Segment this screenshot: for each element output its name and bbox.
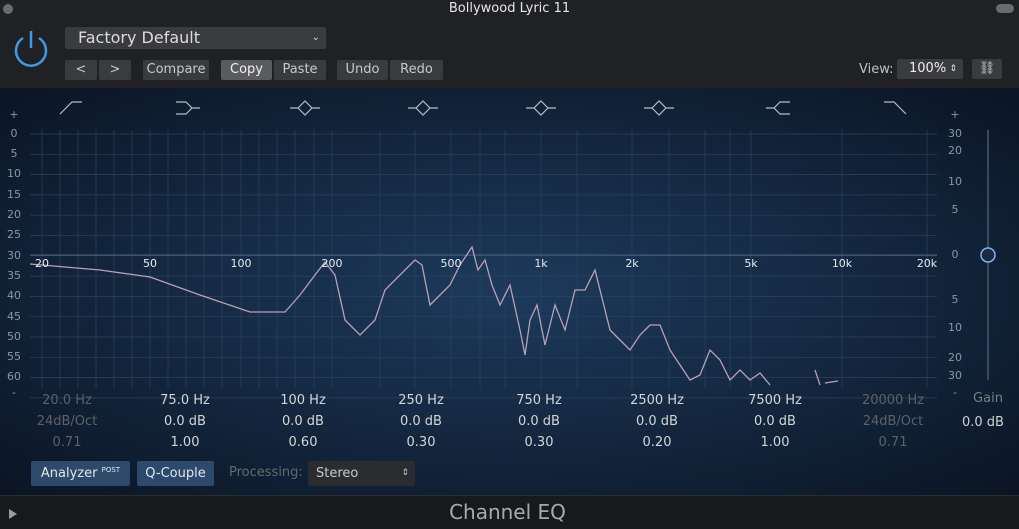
left-scale-label: 45	[7, 310, 21, 323]
left-scale-label: 10	[7, 167, 21, 180]
right-scale-label: -	[953, 386, 957, 399]
band-q[interactable]: 0.71	[878, 435, 908, 450]
link-button[interactable]: ⛓	[972, 59, 1002, 79]
band-q[interactable]: 1.00	[760, 435, 790, 450]
left-scale-label: 0	[11, 127, 18, 140]
band-frequency[interactable]: 750 Hz	[516, 393, 562, 408]
frequency-label: 500	[441, 257, 462, 270]
left-scale-label: 15	[7, 188, 21, 201]
paste-button[interactable]: Paste	[274, 60, 326, 80]
analyzer-curve-tail	[814, 369, 839, 386]
copy-button[interactable]: Copy	[221, 60, 272, 80]
band-gain[interactable]: 0.0 dB	[400, 414, 442, 429]
right-scale-label: 5	[952, 203, 959, 216]
band-icons	[59, 100, 907, 116]
window-dot[interactable]	[3, 4, 13, 14]
view-menu[interactable]: 100% ⇕	[897, 59, 963, 79]
compare-button[interactable]: Compare	[143, 60, 209, 80]
eq-display: +051015202530354045505560-+3020105051020…	[0, 88, 1019, 495]
next-button[interactable]: >	[99, 60, 131, 80]
left-scale-label: 30	[7, 249, 21, 262]
band-frequency[interactable]: 20.0 Hz	[42, 393, 92, 408]
band-gain[interactable]: 0.0 dB	[754, 414, 796, 429]
right-scale-label: 0	[952, 248, 959, 261]
processing-value: Stereo	[316, 466, 359, 481]
band-frequency[interactable]: 2500 Hz	[630, 393, 684, 408]
processing-label: Processing:	[229, 465, 303, 480]
view-value: 100%	[909, 61, 947, 76]
frequency-label: 1k	[534, 257, 548, 270]
footer-bar	[0, 495, 1019, 529]
left-scale-label: 50	[7, 330, 21, 343]
frequency-label: 200	[322, 257, 343, 270]
prev-button[interactable]: <	[65, 60, 97, 80]
q-couple-button[interactable]: Q-Couple	[137, 461, 214, 486]
analyzer-button[interactable]: Analyzer POST	[31, 461, 130, 486]
band-q[interactable]: 0.20	[642, 435, 672, 450]
power-button[interactable]	[12, 28, 50, 68]
left-scale-label: 5	[11, 147, 18, 160]
processing-menu[interactable]: Stereo ⇕	[308, 461, 415, 486]
frequency-label: 100	[231, 257, 252, 270]
preset-name: Factory Default	[78, 28, 200, 47]
band-frequency[interactable]: 20000 Hz	[861, 393, 925, 408]
frequency-label: 50	[143, 257, 157, 270]
display-background	[0, 88, 1019, 495]
right-scale-label: 30	[948, 127, 962, 140]
gain-value: 0.0 dB	[962, 415, 1004, 430]
left-scale-label: +	[9, 108, 18, 121]
band-q[interactable]: 0.30	[524, 435, 554, 450]
window-title: Bollywood Lyric 11	[448, 1, 571, 16]
frequency-label: 20	[35, 257, 49, 270]
view-label: View:	[859, 62, 894, 77]
left-scale-label: 35	[7, 269, 21, 282]
band-frequency[interactable]: 250 Hz	[398, 393, 444, 408]
left-scale-label: -	[12, 386, 16, 399]
band-gain[interactable]: 24dB/Oct	[862, 414, 924, 429]
right-scale-label: +	[950, 108, 959, 121]
undo-button[interactable]: Undo	[337, 60, 388, 80]
window-pill[interactable]	[996, 4, 1014, 13]
frequency-label: 10k	[832, 257, 853, 270]
post-badge: POST	[101, 466, 121, 474]
band-gain[interactable]: 0.0 dB	[164, 414, 206, 429]
band-q[interactable]: 0.60	[288, 435, 318, 450]
band-frequency[interactable]: 75.0 Hz	[160, 393, 210, 408]
gain-slider-knob[interactable]	[980, 247, 996, 263]
right-scale-label: 5	[952, 293, 959, 306]
left-scale-label: 25	[7, 228, 21, 241]
gain-label: Gain	[973, 391, 1003, 406]
band-gain[interactable]: 0.0 dB	[518, 414, 560, 429]
band-frequency[interactable]: 7500 Hz	[748, 393, 802, 408]
band-gain[interactable]: 0.0 dB	[282, 414, 324, 429]
analyzer-curve	[29, 245, 771, 386]
band-frequency[interactable]: 100 Hz	[280, 393, 326, 408]
right-scale-label: 20	[948, 351, 962, 364]
right-scale-label: 10	[948, 321, 962, 334]
left-scale-label: 60	[7, 370, 21, 383]
redo-button[interactable]: Redo	[390, 60, 443, 80]
preset-menu[interactable]: Factory Default ⌄	[65, 27, 326, 49]
left-scale-label: 20	[7, 208, 21, 221]
left-scale-label: 40	[7, 289, 21, 302]
right-scale-label: 10	[948, 175, 962, 188]
band-q[interactable]: 1.00	[170, 435, 200, 450]
band-gain[interactable]: 0.0 dB	[636, 414, 678, 429]
band-gain[interactable]: 24dB/Oct	[36, 414, 98, 429]
band-q[interactable]: 0.30	[406, 435, 436, 450]
expand-toggle[interactable]	[9, 509, 17, 519]
right-scale-label: 30	[948, 369, 962, 382]
left-scale-label: 55	[7, 350, 21, 363]
frequency-label: 20k	[917, 257, 938, 270]
analyzer-label: Analyzer	[40, 466, 98, 481]
frequency-label: 2k	[625, 257, 639, 270]
band-q[interactable]: 0.71	[52, 435, 82, 450]
right-scale-label: 20	[948, 144, 962, 157]
plugin-name: Channel EQ	[449, 500, 566, 524]
frequency-label: 5k	[744, 257, 758, 270]
